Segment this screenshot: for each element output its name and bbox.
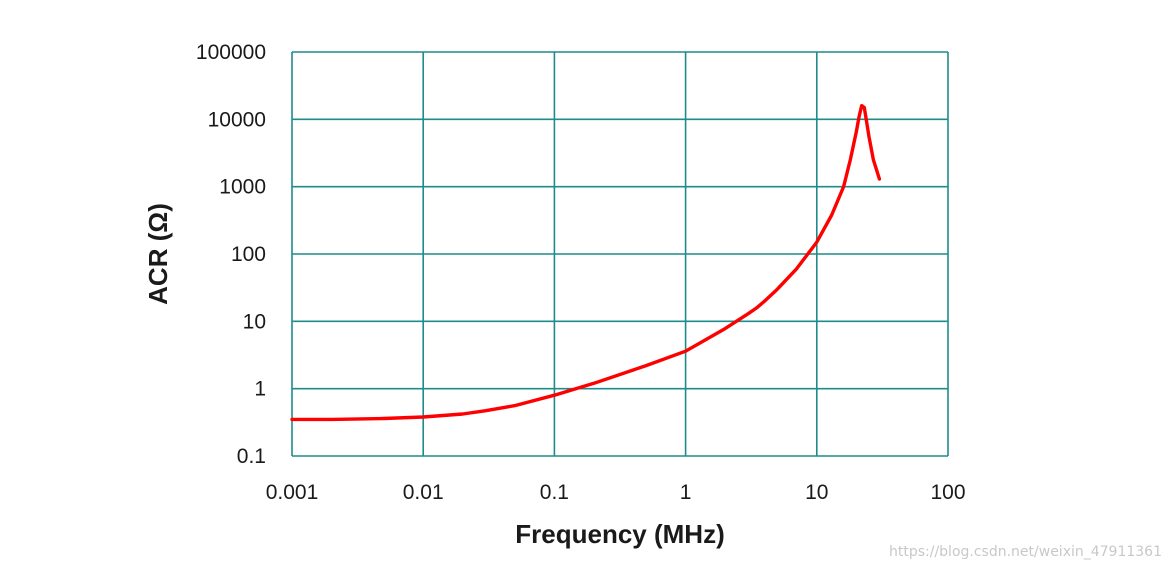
x-axis-title: Frequency (MHz) bbox=[515, 519, 724, 549]
x-tick-label: 1 bbox=[680, 481, 692, 504]
watermark-text: https://blog.csdn.net/weixin_47911361 bbox=[889, 544, 1162, 560]
grid-lines bbox=[291, 51, 949, 457]
x-tick-label: 100 bbox=[930, 481, 965, 504]
series-group bbox=[290, 103, 882, 422]
x-tick-label: 0.001 bbox=[266, 481, 319, 504]
y-tick-label: 10 bbox=[243, 310, 266, 333]
y-tick-label: 100000 bbox=[196, 41, 266, 64]
x-axis-ticks: 0.001 0.01 0.1 1 10 100 bbox=[266, 481, 966, 504]
series-line-0 bbox=[290, 103, 882, 422]
x-tick-label: 0.01 bbox=[403, 481, 444, 504]
y-tick-label: 100 bbox=[231, 243, 266, 266]
y-tick-label: 0.1 bbox=[237, 445, 266, 468]
x-tick-label: 0.1 bbox=[540, 481, 569, 504]
y-axis-title: ACR (Ω) bbox=[143, 203, 173, 305]
y-tick-label: 1 bbox=[254, 378, 266, 401]
y-tick-label: 10000 bbox=[208, 108, 266, 131]
x-tick-label: 10 bbox=[805, 481, 828, 504]
y-axis-ticks: 0.1 1 10 100 1000 10000 100000 bbox=[196, 41, 266, 468]
y-tick-label: 1000 bbox=[219, 176, 266, 199]
